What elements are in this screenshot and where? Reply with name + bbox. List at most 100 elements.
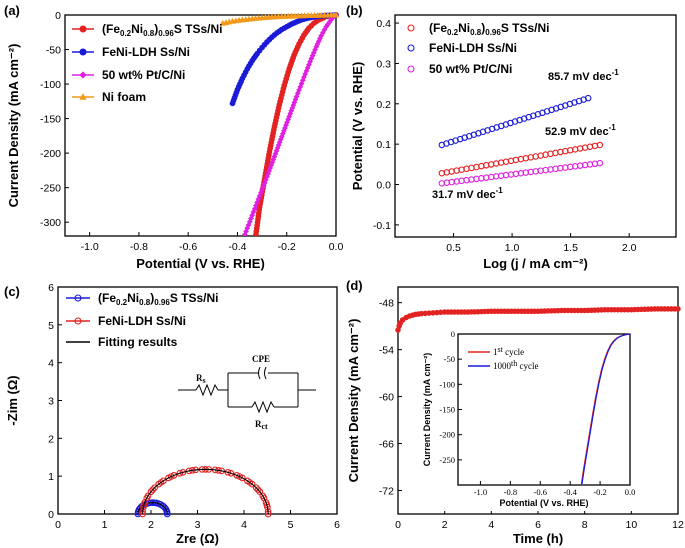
x-tick-label: -0.4 — [228, 241, 246, 253]
y-tick-label: 0.0 — [376, 180, 391, 192]
y-tick-label: -200 — [40, 148, 61, 160]
panel-d: 0 2 4 6 8 10 12-48-54-60-66-72(d)Time (h)Curre… — [346, 278, 684, 546]
text-span: 52.9 mV dec — [545, 126, 609, 138]
text-span: (Fe — [429, 21, 447, 35]
x-tick-label: -1.0 — [81, 241, 99, 253]
inset-x-axis-label: Potential (V vs. RHE) — [499, 498, 588, 508]
legend-label: (Fe0.2Ni0.8)0.96S TSs/Ni — [98, 291, 219, 307]
data-point — [596, 159, 604, 167]
x-tick-label: 2 — [148, 519, 154, 531]
data-point — [596, 141, 604, 149]
legend-marker — [407, 65, 415, 73]
legend-marker — [74, 294, 82, 302]
legend-marker — [79, 48, 87, 56]
data-point — [238, 474, 246, 482]
panel-a: -1.0 -0.8 -0.6 -0.4 -0.2 0.0 0 -50 -100 -150 -200 -… — [4, 3, 343, 271]
x-tick-label: 4 — [241, 519, 247, 531]
text-span: (Fe — [102, 22, 120, 36]
y-tick-label: -66 — [379, 439, 394, 451]
x-tick-label: 0.0 — [625, 487, 636, 497]
resistor-rs — [195, 383, 219, 397]
y-tick-label: -0.1 — [373, 220, 391, 232]
legend-marker — [79, 93, 87, 100]
y-tick-label: -100 — [40, 79, 61, 91]
x-tick-label: 1.0 — [505, 242, 520, 254]
data-point — [147, 488, 155, 496]
legend-label: FeNi-LDH Ss/Ni — [429, 41, 517, 55]
text-span: 1000 — [493, 361, 512, 371]
x-tick-label: 6 — [334, 519, 340, 531]
panel-label-c: (c) — [4, 284, 20, 299]
text-span: Ni — [131, 22, 143, 36]
x-tick-label: 2 — [442, 519, 448, 531]
text-span: -1 — [609, 123, 617, 132]
x-axis-label: Time (h) — [513, 531, 563, 546]
data-point — [254, 486, 262, 494]
data-point — [170, 471, 178, 479]
text-span: -1 — [612, 68, 620, 77]
y-tick-label: 0.2 — [376, 99, 391, 111]
text-span: R — [196, 373, 203, 383]
y-axis-label: Potential (V vs. RHE) — [350, 62, 365, 191]
legend-marker — [79, 25, 87, 33]
text-span: 85.7 mV dec — [548, 71, 612, 83]
panel-c: 0 1 2 3 4 5 6 0 1 2 3 4 5 6 (c) Zre (Ω) -Zim (Ω) (Fe0.2Ni… — [4, 282, 340, 546]
text-span: th — [511, 359, 517, 368]
y-axis-label: Current Density (mA cm⁻²) — [422, 353, 432, 466]
y-tick-label: -50 — [444, 354, 455, 364]
y-tick-label: -250 — [439, 455, 455, 465]
legend-label: Ni foam — [102, 90, 146, 104]
plot-frame — [394, 14, 677, 238]
x-tick-label: 5 — [288, 519, 294, 531]
x-tick-label: -0.2 — [278, 241, 296, 253]
x-tick-label: -0.6 — [534, 487, 547, 497]
y-tick-label: -250 — [40, 183, 61, 195]
legend-label: FeNi-LDH Ss/Ni — [98, 314, 186, 328]
text-span: S TSs/Ni — [170, 291, 219, 305]
text-span: cycle — [517, 361, 538, 371]
x-tick-label: -0.8 — [504, 487, 517, 497]
x-tick-label: 0 — [395, 519, 401, 531]
panel-b: 0.5 1.0 1.5 2.0 -0.1 0.0 0.1 0.2 0.3 0.4 (b) Log (j… — [346, 3, 677, 271]
y-tick-label: 1 — [48, 471, 54, 483]
legend-label: 50 wt% Pt/C/Ni — [102, 68, 185, 82]
text-span: ) — [481, 21, 485, 35]
text-span: ct — [262, 422, 269, 431]
text-span: ) — [154, 22, 158, 36]
y-tick-label: 0 — [451, 329, 455, 339]
plot-frame — [64, 14, 337, 237]
data-point — [179, 468, 187, 476]
inset-background — [420, 330, 635, 511]
text-span: S TSs/Ni — [174, 22, 223, 36]
inset-legend-label: 1000th cycle — [493, 359, 538, 371]
text-span: 1 — [493, 347, 498, 357]
y-tick-label: -200 — [439, 430, 455, 440]
legend-marker — [79, 71, 87, 79]
y-axis-label: -Zim (Ω) — [5, 375, 20, 425]
cpe-plate — [264, 366, 267, 380]
rct-label: Rct — [255, 419, 268, 431]
text-span: S TSs/Ni — [501, 21, 550, 35]
y-tick-label: 5 — [48, 320, 54, 332]
y-tick-label: 2 — [48, 433, 54, 445]
x-tick-label: 0.0 — [329, 241, 344, 253]
text-span: ) — [150, 291, 154, 305]
data-point — [248, 480, 256, 488]
legend-marker — [74, 317, 82, 325]
y-tick-label: -72 — [379, 486, 394, 498]
y-tick-label: -48 — [379, 298, 394, 310]
text-span: 0.96 — [154, 298, 170, 307]
data-point — [160, 477, 167, 485]
series-group — [219, 11, 340, 236]
y-tick-label: 0 — [48, 509, 54, 521]
y-tick-label: 0 — [55, 10, 61, 22]
inset-legend-label: 1st cycle — [493, 345, 524, 357]
y-tick-label: -50 — [46, 45, 61, 57]
tafel-slope-label: 85.7 mV dec-1 — [548, 68, 619, 83]
x-tick-label: 4 — [488, 519, 494, 531]
data-point — [328, 16, 334, 23]
inset-series-line — [581, 333, 631, 485]
legend-marker — [407, 24, 415, 32]
